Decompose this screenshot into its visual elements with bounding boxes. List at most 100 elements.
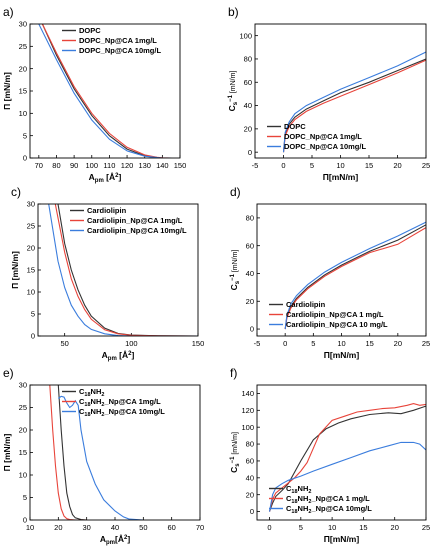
legend-label: DOPC [284,122,306,131]
x-tick-label: 110 [103,161,115,170]
x-tick-label: 20 [394,339,402,348]
y-axis-label-sub: s [235,463,241,467]
y-axis-label-sub: s [235,280,241,284]
x-tick-label: 60 [167,523,175,532]
legend-part: C [286,504,292,513]
legend-text: Cardiolipin_Np@CA 1mg/L [87,216,183,225]
y-tick-label: 5 [23,493,27,502]
x-tick-label: 10 [336,161,344,170]
x-tick-label: 5 [299,523,303,532]
y-axis-label-main: Π [mN/m] [2,72,12,110]
y-axis-label-sup: −1 [228,94,234,102]
x-axis-label-unit: [Å [115,534,124,544]
legend-part: _Np@CA 1mg/L [103,397,161,406]
legend-part: _Np@CA 10mg/L [103,407,165,416]
x-tick-label: 70 [35,161,43,170]
y-tick-label: 140 [241,389,254,398]
legend-part: NH [91,387,102,396]
legend-label: C18NH2_Np@CA 10mg/L [286,504,372,515]
x-tick-label: 25 [422,523,430,532]
y-tick-label: 20 [246,297,254,306]
x-tick-label: 140 [156,161,169,170]
plot-frame [29,23,181,159]
y-tick-label: 40 [246,473,254,482]
y-tick-label: 60 [246,457,254,466]
x-axis-label-main: A [100,534,106,544]
x-tick-label: 120 [121,161,134,170]
y-tick-label: 10 [19,109,27,118]
y-tick-label: 25 [27,222,35,231]
legend-part: NH [298,504,309,513]
legend-part: C [286,494,292,503]
y-tick-label: 5 [23,131,27,140]
plot-frame [37,203,199,337]
series-line [268,441,426,512]
legend-part: NH [298,494,309,503]
x-tick-label: 0 [267,523,271,532]
legend-part: NH [298,484,309,493]
y-tick-label: 10 [19,471,27,480]
x-axis-label: Apm[Å2] [100,534,130,546]
panel-label: b) [228,5,239,19]
x-tick-label: -5 [252,161,259,170]
legend-label: Cardiolipin_Np@CA 1 mg/L [286,310,384,319]
x-tick-label: 0 [283,339,287,348]
y-axis-label: Π [mN/m] [10,251,20,289]
y-tick-label: 40 [244,101,252,110]
x-tick-label: 130 [138,161,151,170]
x-tick-label: 20 [54,523,62,532]
x-tick-label: 70 [196,523,204,532]
x-axis-label-close: ] [131,350,134,360]
y-axis-label-sub: s [233,101,239,105]
legend-text: Cardiolipin_Np@CA 10 mg/L [286,320,388,329]
x-tick-label: 150 [174,161,187,170]
x-axis-label-sub: pm [95,178,104,184]
plot-frame [254,23,427,159]
y-axis-label: Cs−1 [mN/m] [229,250,241,291]
x-tick-label: 20 [393,161,401,170]
x-tick-label: 150 [192,339,205,348]
panel-label: a) [3,5,14,19]
y-axis-label-main: C [229,467,239,473]
legend-label: C18NH2_Np@CA 10mg/L [79,407,165,418]
y-axis-label-main: Π [mN/m] [10,251,20,289]
y-tick-label: 80 [246,213,254,222]
x-tick-label: 15 [365,339,373,348]
y-tick-label: 20 [246,490,254,499]
y-tick-label: 0 [248,148,252,157]
legend-text: DOPC_Np@CA 1mg/L [79,36,157,45]
legend-sub: 18 [84,402,90,408]
y-axis-label: Π [mN/m] [2,433,12,471]
legend-text: Cardiolipin_Np@CA 1 mg/L [286,310,384,319]
legend-label: C18NH2 [286,484,311,495]
y-axis-label-main: C [227,105,237,111]
y-tick-label: 20 [244,124,252,133]
x-axis-label-main: A [102,350,108,360]
x-tick-label: 30 [82,523,90,532]
legend-sub: 2 [101,402,104,408]
legend-label: DOPC [79,26,101,35]
legend-part: NH [91,397,102,406]
legend-sub: 18 [291,499,297,505]
series-line [284,227,426,330]
x-axis-label-main: Π[mN/m] [324,350,360,360]
x-axis-label-unit: [Å [104,172,115,182]
y-axis-label-main: C [229,284,239,290]
y-tick-label: 0 [23,516,27,525]
y-tick-label: 20 [19,426,27,435]
x-axis-label-main: A [89,172,95,182]
x-tick-label: 25 [422,161,430,170]
y-tick-label: 40 [246,269,254,278]
legend-sub: 2 [101,392,104,398]
legend-sub: 2 [308,509,311,515]
x-tick-label: 50 [139,523,147,532]
legend-label: DOPC_Np@CA 10mg/L [79,46,161,55]
legend-label: Cardiolipin_Np@CA 1mg/L [87,216,183,225]
legend-text: DOPC [284,122,306,131]
legend-sub: 2 [101,412,104,418]
legend-label: Cardiolipin_Np@CA 10mg/L [87,226,187,235]
panel-label: f) [230,366,237,380]
y-tick-label: 0 [250,507,254,516]
